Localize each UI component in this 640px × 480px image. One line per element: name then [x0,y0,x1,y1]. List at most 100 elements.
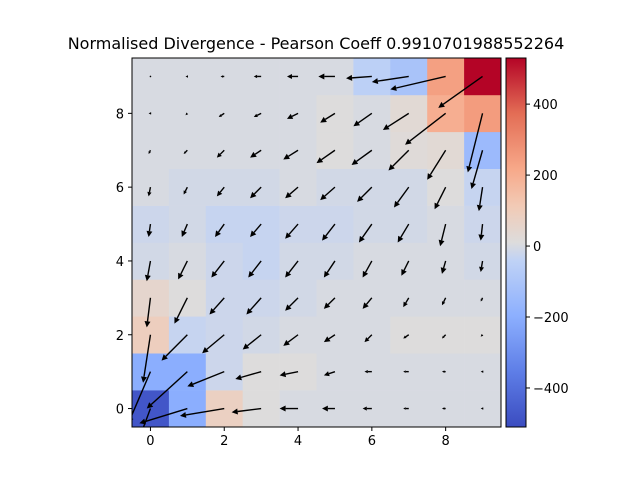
quiver-arrow [183,186,188,195]
quiver-arrow [434,186,447,210]
quiver-arrow [441,370,446,373]
quiver-arrow [181,223,188,237]
heatmap-cell [316,131,354,169]
colorbar-ticks: −400 −200 0 200 400 [526,98,569,397]
x-tick-label: 2 [220,434,228,449]
quiver-arrow [322,223,336,241]
quiver-arrow [209,297,225,315]
quiver-arrow [466,113,484,173]
colorbar-gradient [506,58,526,427]
heatmap-cell [353,94,391,133]
quiver-arrow [279,405,299,412]
quiver-arrow [438,223,447,247]
quiver-arrow [285,297,299,311]
quiver-arrow [353,112,373,127]
quiver-arrow [362,260,373,278]
quiver-arrow [220,75,225,78]
heatmap-cell [242,390,280,428]
quiver-arrow [142,408,152,427]
quiver-arrow [235,370,262,381]
colorbar-tick-label: 0 [533,240,541,255]
heatmap-cell [242,131,280,169]
quiver-arrow [441,334,447,339]
heatmap-cell [427,316,465,354]
quiver-arrow [215,223,225,237]
heatmap-cell [168,94,207,133]
quiver-arrow [187,371,225,387]
x-tick-label: 8 [442,434,450,449]
heatmap-cell [427,94,465,133]
quiver-arrow [323,334,336,343]
heatmap-cell [168,390,207,428]
x-tick-label: 6 [368,434,376,449]
heatmap-cell [390,58,428,96]
quiver-arrow [397,223,410,243]
quiver-arrow [250,223,262,237]
plot-frame [131,57,502,428]
quiver-arrow [286,112,299,119]
heatmap-cell [279,131,317,169]
y-axis: 0 2 4 6 8 [116,107,132,418]
heatmap-cell [205,353,243,391]
heatmap-cell [427,390,465,428]
quiver-arrow [401,260,410,276]
quiver-arrow [480,407,484,410]
x-tick-label: 0 [146,434,154,449]
quiver-arrow [139,407,188,425]
quiver-arrow [478,223,485,241]
quiver-arrow [285,186,299,199]
x-tick-label: 4 [294,434,302,449]
quiver-arrow [216,149,225,158]
quiver-arrow [179,407,225,418]
quiver-arrow [178,260,188,280]
heatmap-cell [316,353,354,391]
heatmap-cell [316,316,354,354]
heatmap-cell [279,279,317,317]
y-tick-label: 4 [116,255,124,270]
quiver-arrow [285,260,299,278]
heatmap-cell [242,94,280,133]
quiver-arrow [323,370,336,377]
heatmap-cell [205,58,243,96]
quiver-arrow [362,297,373,309]
heatmap-cell [316,390,354,428]
quiver-arrow [146,223,153,237]
heatmap-cell [464,58,502,96]
quiver-arrow [320,112,336,123]
heatmap-cell [242,168,280,206]
colorbar: −400 −200 0 200 400 [505,57,569,428]
heatmap-cell [390,353,428,391]
heatmap-cell [353,353,391,391]
colorbar-tick-label: 200 [533,169,558,184]
quiver-arrow [218,112,225,118]
quiver-arrow [286,73,299,79]
heatmap-cell [427,58,465,96]
heatmap-cell [205,390,243,428]
heatmap-cell [168,353,207,391]
quiver-arrow [250,186,262,199]
quiver-arrow [438,75,483,108]
quiver-arrow [476,187,484,212]
quiver-arrow [253,74,262,79]
quiver-arrow [441,407,446,410]
quiver-arrow [320,186,336,201]
heatmap-cell [390,94,428,133]
quiver-arrow [146,371,188,409]
quiver-arrow [480,333,484,337]
chart-title: Normalised Divergence - Pearson Coeff 0.… [68,34,565,53]
quiver-arrow [364,334,373,343]
quiver-arrow [403,334,410,339]
quiver-arrow [283,149,299,160]
quiver-arrow [148,112,152,115]
quiver-arrow [246,297,262,315]
heatmap-cell [353,131,391,169]
heatmap-cell [427,353,465,391]
quiver-arrow [149,75,152,78]
quiver-arrow [183,149,188,154]
quiver-arrow [358,223,373,243]
quiver-arrow [390,75,446,91]
quiver-arrow [393,186,410,208]
quiver-arrow [231,407,262,415]
quiver-arrow [185,75,189,78]
